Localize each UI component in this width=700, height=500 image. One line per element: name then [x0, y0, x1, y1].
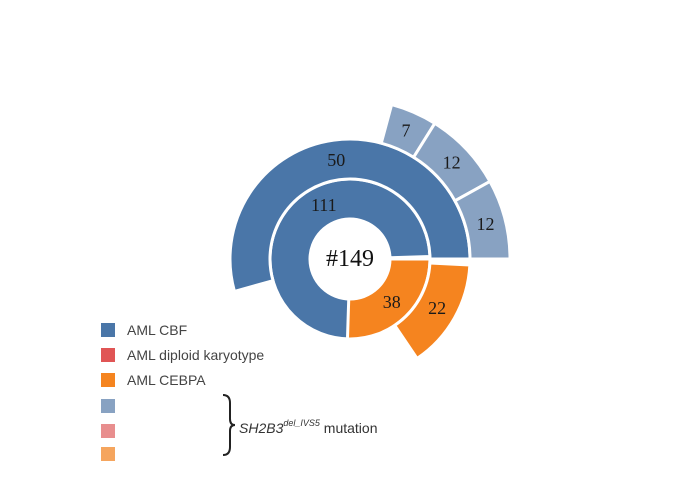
outer-label-2: 12: [443, 153, 461, 173]
mutation-gene: SH2B3: [239, 420, 284, 436]
legend-swatch-aml-diploid-karyotype: [101, 348, 115, 362]
outer-label-3: 12: [477, 214, 495, 234]
outer-segment-cebpa[interactable]: [392, 261, 472, 361]
legend-label-mutation: SH2B3del_IVS5 mutation: [239, 418, 377, 436]
mutation-suffix: mutation: [319, 420, 378, 436]
legend-label-aml-cebpa: AML CEBPA: [127, 372, 206, 388]
legend-item-aml-diploid-karyotype: AML diploid karyotype: [101, 347, 264, 363]
legend-swatch-aml-cebpa: [101, 373, 115, 387]
legend-item-aml-cbf: AML CBF: [101, 322, 187, 338]
outer-label-1: 7: [402, 121, 411, 141]
outer-label-cebpa: 22: [428, 298, 446, 318]
center-label: #149: [326, 246, 374, 272]
center-hole: [311, 220, 389, 298]
legend-swatch-mutation-diploid: [101, 423, 115, 439]
legend-swatch-mutation-cbf: [101, 398, 115, 414]
mutation-superscript: del_IVS5: [283, 418, 320, 428]
inner-label-0: 111: [311, 195, 337, 215]
legend-label-aml-cbf: AML CBF: [127, 322, 188, 338]
legend-swatch-aml-cbf: [101, 323, 115, 337]
legend-label-aml-diploid-karyotype: AML diploid karyotype: [127, 347, 265, 363]
legend-swatch-mutation-cebpa: [101, 446, 115, 462]
outer-segment-3[interactable]: [452, 179, 512, 261]
outer-label-0: 50: [327, 150, 345, 170]
legend-item-aml-cebpa: AML CEBPA: [101, 372, 206, 388]
legend-brace: [222, 394, 236, 456]
inner-label-1: 38: [383, 292, 401, 312]
